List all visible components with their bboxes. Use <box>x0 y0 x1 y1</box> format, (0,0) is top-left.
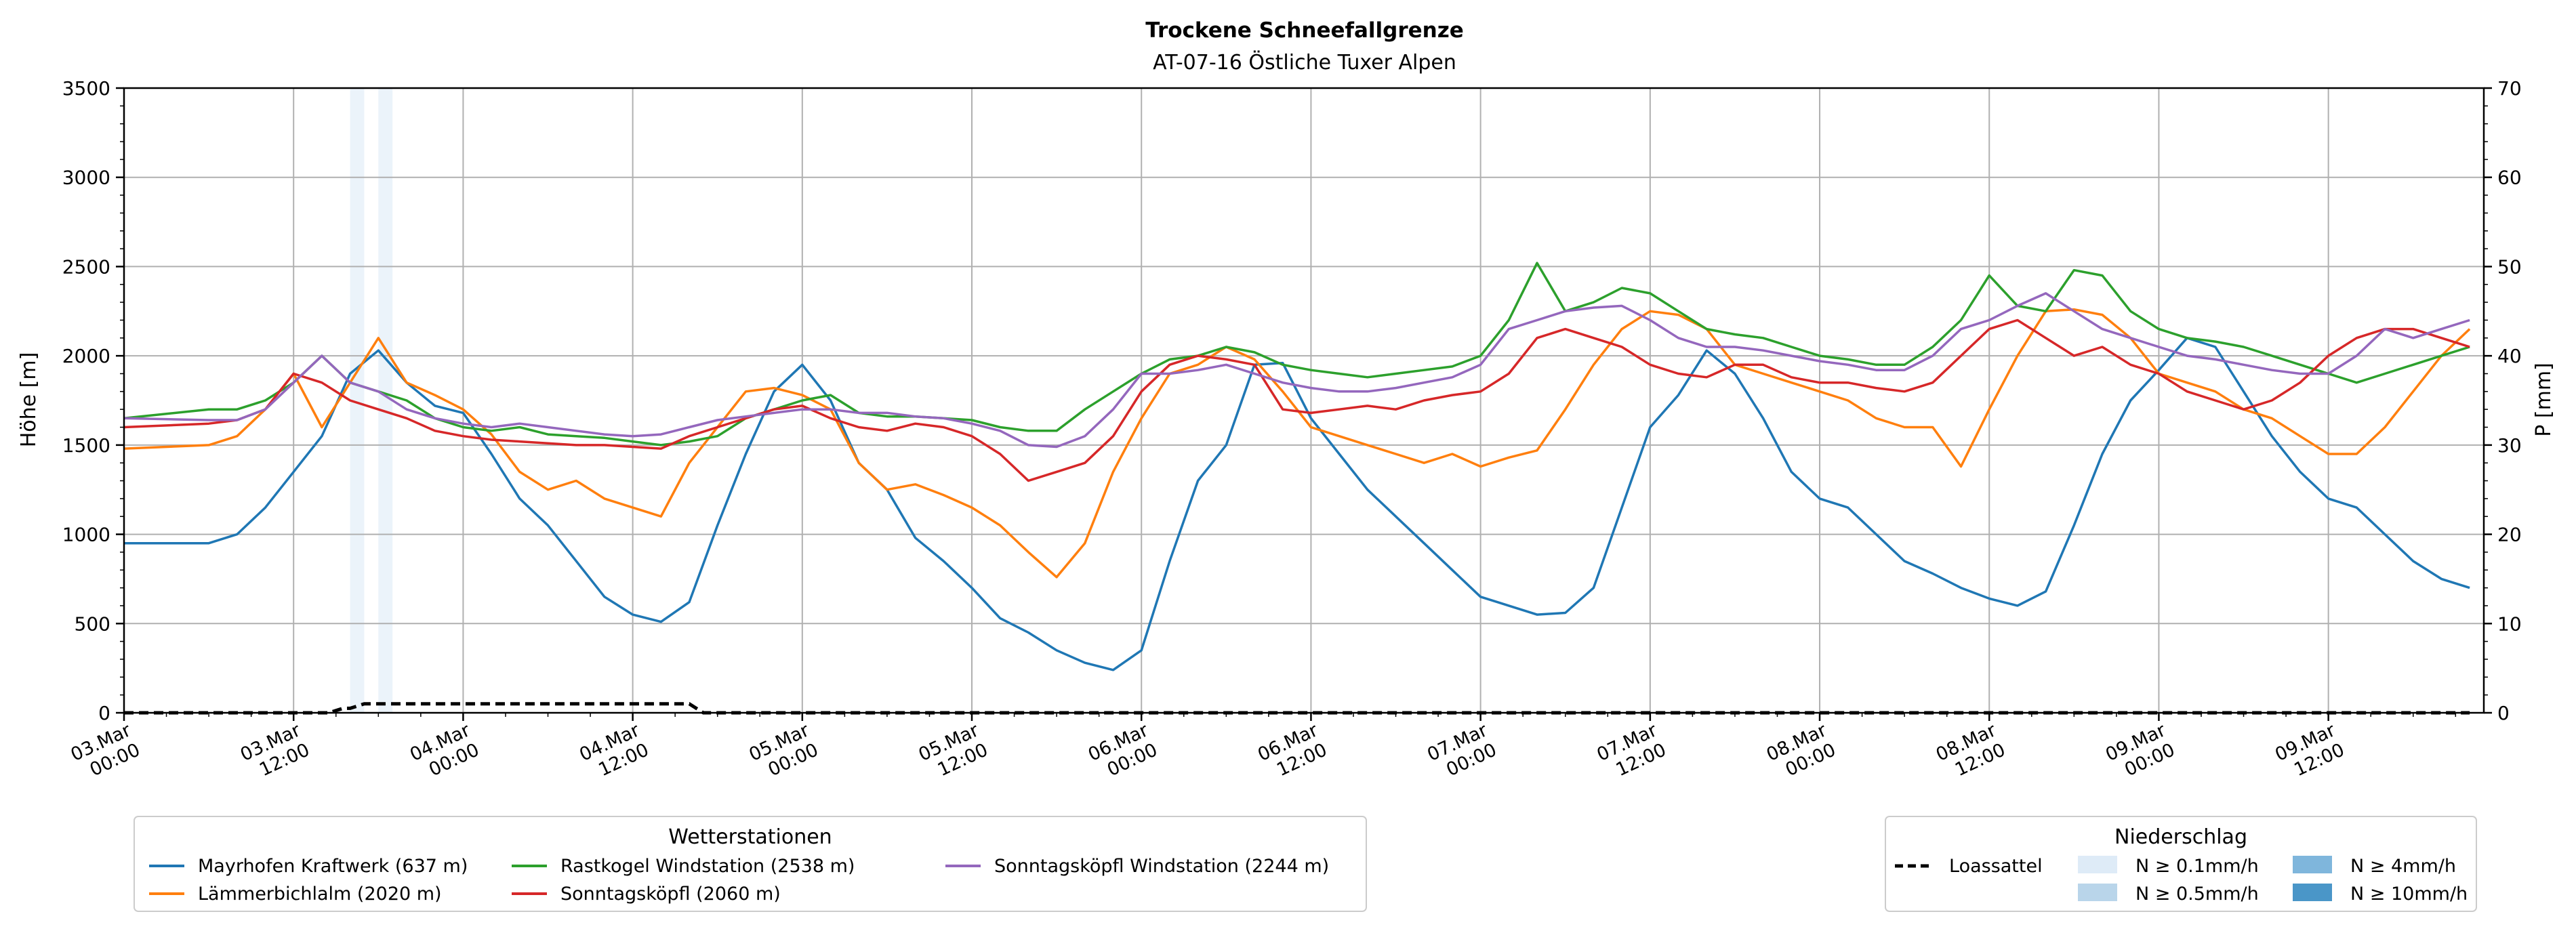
y2-tick-label: 70 <box>2497 77 2522 100</box>
legend-precipitation: Niederschlag Loassattel N ≥ 0.1mm/h N ≥ 0.… <box>1885 816 2477 912</box>
legend-label: Rastkogel Windstation (2538 m) <box>560 856 855 877</box>
legend-label: Mayrhofen Kraftwerk (637 m) <box>198 856 468 877</box>
legend-swatch <box>2078 884 2117 901</box>
series-lines <box>123 262 2471 715</box>
x-tick-label: 06.Mar12:00 <box>1254 720 1331 785</box>
series-line <box>123 318 2470 482</box>
x-tick-label: 05.Mar00:00 <box>746 720 823 785</box>
legend-label: Lämmerbichlalm (2020 m) <box>198 884 442 905</box>
precip-bar <box>350 88 365 713</box>
y2-tick-label: 50 <box>2497 255 2522 278</box>
legend-label: Sonntagsköpfl (2060 m) <box>560 884 781 905</box>
x-tick-label: 09.Mar12:00 <box>2272 720 2348 785</box>
x-tick-label: 06.Mar00:00 <box>1085 720 1162 785</box>
legend-label: N ≥ 4mm/h <box>2350 856 2456 877</box>
legend-stations-title: Wetterstationen <box>668 825 832 849</box>
y-tick-label: 1500 <box>62 434 110 457</box>
series-line <box>123 292 2470 449</box>
y-tick-label: 1000 <box>62 524 110 546</box>
y2-tick-label: 30 <box>2497 434 2522 457</box>
legend-label: N ≥ 0.5mm/h <box>2135 884 2259 905</box>
y-tick-label: 0 <box>98 702 110 724</box>
y-tick-label: 2500 <box>62 255 110 278</box>
y-tick-label: 3500 <box>62 77 110 100</box>
axes: 0 500 1000 1500 2000 2500 3000 3500 0 10 20 30 40 50 6… <box>62 77 2522 785</box>
y-tick-label: 3000 <box>62 167 110 189</box>
y2-tick-label: 0 <box>2497 702 2510 724</box>
legend-label: Sonntagsköpfl Windstation (2244 m) <box>994 856 1329 877</box>
x-tick-label: 07.Mar12:00 <box>1594 720 1671 785</box>
y-axis-label: Höhe [m] <box>17 352 41 448</box>
x-tick-label: 05.Mar12:00 <box>916 720 992 785</box>
legend-swatch <box>2078 856 2117 873</box>
legend-stations: Wetterstationen Mayrhofen Kraftwerk (637… <box>134 816 1367 912</box>
legend-label: N ≥ 0.1mm/h <box>2135 856 2259 877</box>
x-tick-label: 03.Mar00:00 <box>68 720 144 785</box>
x-tick-label: 03.Mar12:00 <box>237 720 314 785</box>
legend-label: Loassattel <box>1949 856 2043 877</box>
precipitation-bars <box>350 88 393 713</box>
x-tick-label: 04.Mar12:00 <box>576 720 653 785</box>
y-tick-label: 500 <box>75 613 110 635</box>
y2-tick-label: 10 <box>2497 613 2522 635</box>
x-tick-label: 07.Mar00:00 <box>1424 720 1500 785</box>
precip-bar <box>378 88 393 713</box>
x-tick-label: 09.Mar00:00 <box>2102 720 2179 785</box>
x-tick-label: 08.Mar12:00 <box>1933 720 2009 785</box>
y2-tick-label: 60 <box>2497 167 2522 189</box>
legend-label: N ≥ 10mm/h <box>2350 884 2468 905</box>
legend-swatch <box>2293 856 2332 873</box>
legend-precip-title: Niederschlag <box>2114 825 2247 849</box>
legend-swatch <box>2293 884 2332 901</box>
series-line <box>123 262 2470 447</box>
y2-tick-label: 20 <box>2497 524 2522 546</box>
chart-subtitle: AT-07-16 Östliche Tuxer Alpen <box>1153 50 1456 75</box>
plot-frame <box>123 87 2485 714</box>
y-tick-label: 2000 <box>62 345 110 367</box>
y2-axis-label: P [mm] <box>2532 362 2556 436</box>
chart-title: Trockene Schneefallgrenze <box>1145 18 1464 43</box>
x-tick-label: 04.Mar00:00 <box>407 720 483 785</box>
series-line <box>124 337 2470 671</box>
y2-tick-label: 40 <box>2497 345 2522 367</box>
x-tick-label: 08.Mar00:00 <box>1763 720 1840 785</box>
loassattel-line <box>124 702 2470 715</box>
series-line <box>123 308 2471 579</box>
